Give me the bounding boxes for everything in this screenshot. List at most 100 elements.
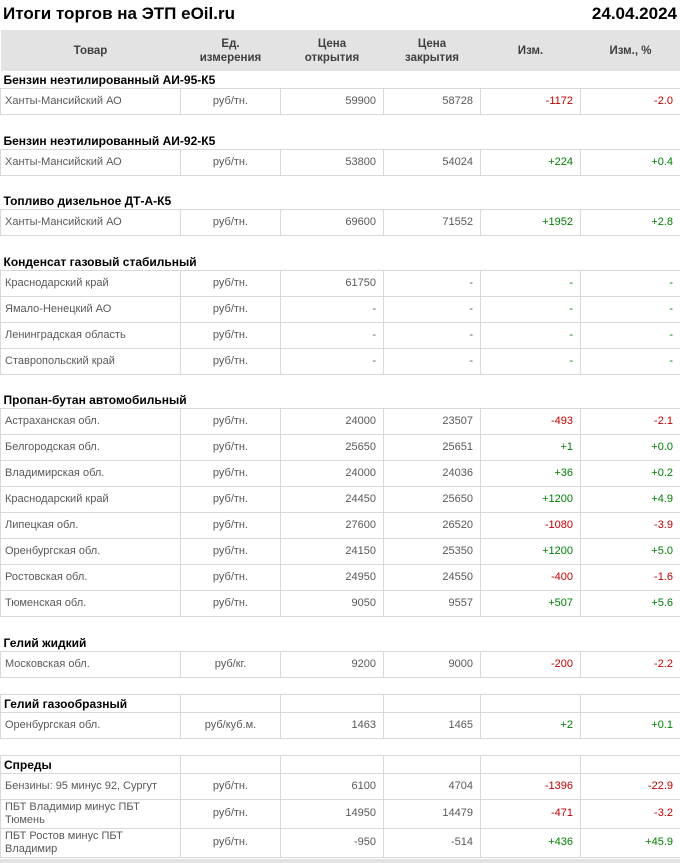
section-title: Спреды bbox=[1, 755, 181, 773]
section-gap bbox=[1, 236, 680, 253]
open-price-cell: 27600 bbox=[281, 513, 384, 539]
product-cell: Ленинградская область bbox=[1, 322, 181, 348]
open-price-cell: - bbox=[281, 322, 384, 348]
open-price-cell: 6100 bbox=[281, 773, 384, 799]
unit-cell: руб/тн. bbox=[181, 348, 281, 374]
section-title-empty-cell bbox=[384, 755, 481, 773]
close-price-cell: -514 bbox=[384, 828, 481, 857]
section-gap-cell bbox=[1, 236, 680, 253]
change-pct-cell: -2.1 bbox=[581, 409, 680, 435]
change-cell: - bbox=[481, 296, 581, 322]
change-pct-cell: -3.2 bbox=[581, 799, 680, 828]
product-cell: Астраханская обл. bbox=[1, 409, 181, 435]
section-title: Конденсат газовый стабильный bbox=[1, 253, 680, 271]
product-cell: Краснодарский край bbox=[1, 270, 181, 296]
open-price-cell: 24450 bbox=[281, 487, 384, 513]
product-cell: Ханты-Мансийский АО bbox=[1, 149, 181, 175]
section-title-empty-cell bbox=[281, 694, 384, 712]
change-pct-cell: - bbox=[581, 270, 680, 296]
open-price-cell: 69600 bbox=[281, 210, 384, 236]
product-cell: Ямало-Ненецкий АО bbox=[1, 296, 181, 322]
change-pct-cell: +0.1 bbox=[581, 712, 680, 738]
section-gap-cell bbox=[1, 175, 680, 192]
change-cell: - bbox=[481, 322, 581, 348]
change-pct-cell: -2.0 bbox=[581, 89, 680, 115]
unit-cell: руб/тн. bbox=[181, 799, 281, 828]
section-gap bbox=[1, 374, 680, 391]
close-price-cell: 9000 bbox=[384, 651, 481, 677]
product-cell: Тюменская обл. bbox=[1, 591, 181, 617]
unit-cell: руб/тн. bbox=[181, 828, 281, 857]
product-cell: Ханты-Мансийский АО bbox=[1, 89, 181, 115]
change-cell: -493 bbox=[481, 409, 581, 435]
section-gap bbox=[1, 175, 680, 192]
section-gap bbox=[1, 115, 680, 132]
section-gap bbox=[1, 738, 680, 755]
close-price-cell: 58728 bbox=[384, 89, 481, 115]
section-title: Бензин неэтилированный АИ-95-К5 bbox=[1, 71, 680, 89]
open-price-cell: 24150 bbox=[281, 539, 384, 565]
change-pct-cell: - bbox=[581, 296, 680, 322]
product-cell: Бензины: 95 минус 92, Сургут bbox=[1, 773, 181, 799]
unit-cell: руб/тн. bbox=[181, 461, 281, 487]
change-pct-cell: +5.0 bbox=[581, 539, 680, 565]
open-price-cell: 61750 bbox=[281, 270, 384, 296]
unit-cell: руб/тн. bbox=[181, 409, 281, 435]
close-price-cell: 25651 bbox=[384, 435, 481, 461]
close-price-cell: 25350 bbox=[384, 539, 481, 565]
unit-cell: руб/кг. bbox=[181, 651, 281, 677]
change-cell: -1396 bbox=[481, 773, 581, 799]
section-title-empty-cell bbox=[281, 755, 384, 773]
section-title: Гелий жидкий bbox=[1, 634, 680, 652]
change-cell: - bbox=[481, 270, 581, 296]
change-cell: +1200 bbox=[481, 539, 581, 565]
change-cell: +1200 bbox=[481, 487, 581, 513]
unit-cell: руб/тн. bbox=[181, 296, 281, 322]
section-title-empty-cell bbox=[581, 755, 680, 773]
section-title-empty-cell bbox=[181, 755, 281, 773]
unit-cell: руб/тн. bbox=[181, 565, 281, 591]
close-price-cell: - bbox=[384, 296, 481, 322]
close-price-cell: 9557 bbox=[384, 591, 481, 617]
report-date: 24.04.2024 bbox=[592, 4, 677, 24]
section-title-empty-cell bbox=[481, 694, 581, 712]
section-title-row: Спреды bbox=[1, 755, 680, 773]
product-cell: Ставропольский край bbox=[1, 348, 181, 374]
section-title-row: Конденсат газовый стабильный bbox=[1, 253, 680, 271]
section-gap-cell bbox=[1, 374, 680, 391]
section-gap-cell bbox=[1, 738, 680, 755]
change-pct-cell: - bbox=[581, 348, 680, 374]
change-cell: -200 bbox=[481, 651, 581, 677]
change-pct-cell: -3.9 bbox=[581, 513, 680, 539]
close-price-cell: 71552 bbox=[384, 210, 481, 236]
section-title-empty-cell bbox=[384, 694, 481, 712]
product-cell: Оренбургская обл. bbox=[1, 712, 181, 738]
section-title-empty-cell bbox=[481, 755, 581, 773]
change-pct-cell: +45.9 bbox=[581, 828, 680, 857]
open-price-cell: 9050 bbox=[281, 591, 384, 617]
unit-cell: руб/тн. bbox=[181, 210, 281, 236]
open-price-cell: -950 bbox=[281, 828, 384, 857]
close-price-cell: 24550 bbox=[384, 565, 481, 591]
section-title: Гелий газообразный bbox=[1, 694, 181, 712]
section-gap-cell bbox=[1, 677, 680, 694]
close-price-cell: 23507 bbox=[384, 409, 481, 435]
column-header: Ед. измерения bbox=[181, 30, 281, 71]
open-price-cell: 9200 bbox=[281, 651, 384, 677]
open-price-cell: 1463 bbox=[281, 712, 384, 738]
